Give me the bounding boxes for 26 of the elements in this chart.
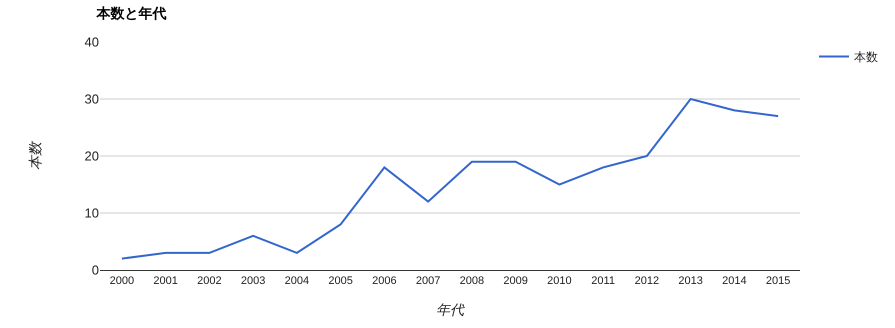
- x-tick-label: 2005: [328, 275, 353, 288]
- x-tick-label: 2009: [503, 275, 528, 288]
- chart-title: 本数と年代: [96, 5, 167, 21]
- x-tick-label: 2001: [153, 275, 178, 288]
- y-tick-label: 20: [84, 148, 99, 164]
- x-tick-label: 2011: [591, 275, 615, 288]
- x-tick-label: 2003: [240, 275, 266, 288]
- y-tick-label: 0: [92, 262, 99, 278]
- x-tick-label: 2010: [547, 275, 572, 288]
- y-tick-label: 30: [84, 92, 99, 107]
- x-tick-label: 2015: [766, 275, 790, 288]
- line-series: [120, 98, 780, 260]
- x-tick-label: 2008: [460, 275, 484, 288]
- legend-label: 本数: [854, 50, 878, 64]
- x-tick-label: 2007: [416, 275, 440, 288]
- x-tick-label: 2013: [678, 275, 703, 288]
- x-tick-label: 2006: [372, 275, 397, 288]
- x-axis-title: 年代: [436, 302, 465, 318]
- x-tick-label: 2012: [634, 275, 660, 288]
- x-tick-label: 2014: [722, 275, 747, 288]
- y-tick-label: 40: [84, 34, 99, 50]
- y-axis-title: 本数: [27, 140, 44, 170]
- x-tick-label: 2002: [197, 275, 222, 288]
- y-tick-label: 10: [84, 206, 99, 221]
- x-tick-label: 2000: [110, 275, 134, 288]
- x-tick-label: 2004: [284, 275, 310, 288]
